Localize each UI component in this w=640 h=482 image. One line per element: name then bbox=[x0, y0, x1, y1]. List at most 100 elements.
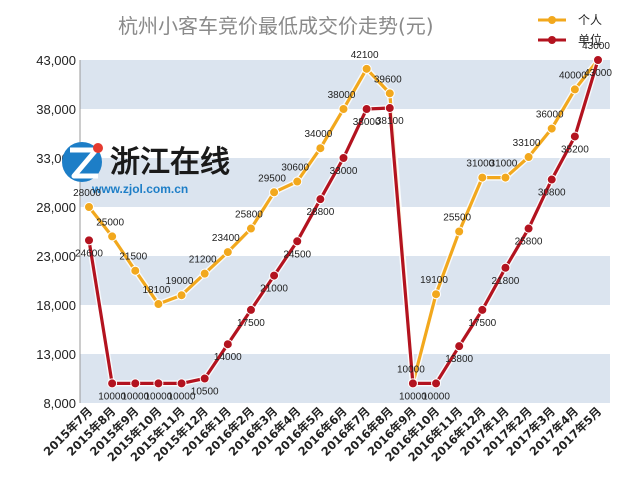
data-point bbox=[454, 226, 465, 237]
y-tick-label: 8,000 bbox=[43, 396, 76, 411]
data-label: 18100 bbox=[143, 285, 171, 296]
y-tick-label: 18,000 bbox=[36, 298, 76, 313]
data-label: 10000 bbox=[399, 391, 427, 402]
data-label: 42100 bbox=[351, 50, 379, 61]
grid-band bbox=[80, 256, 610, 305]
data-label: 21800 bbox=[492, 276, 520, 287]
data-point bbox=[384, 88, 395, 99]
data-point bbox=[338, 104, 349, 114]
data-point bbox=[222, 339, 233, 350]
data-point bbox=[384, 103, 395, 114]
data-point bbox=[176, 290, 187, 301]
data-point bbox=[477, 304, 488, 315]
data-point bbox=[546, 174, 557, 185]
data-label: 13800 bbox=[445, 354, 473, 365]
data-point bbox=[315, 194, 326, 205]
data-point bbox=[269, 187, 280, 198]
data-point bbox=[84, 202, 94, 212]
data-point bbox=[107, 378, 118, 389]
legend-unit-label: 单位 bbox=[578, 32, 602, 47]
data-label: 33100 bbox=[513, 138, 541, 149]
data-point bbox=[292, 236, 303, 247]
y-tick-label: 28,000 bbox=[36, 200, 76, 215]
data-point bbox=[315, 143, 326, 154]
data-label: 10500 bbox=[191, 387, 219, 398]
data-point bbox=[153, 299, 164, 310]
data-label: 24600 bbox=[75, 248, 103, 259]
y-tick-label: 38,000 bbox=[36, 102, 76, 117]
legend-unit-marker bbox=[548, 36, 556, 44]
data-label: 10000 bbox=[121, 391, 149, 402]
zjol-logo-text: 浙江在线 bbox=[110, 145, 230, 180]
chart-title: 杭州小客车竞价最低成交价走势(元) bbox=[118, 14, 434, 38]
data-label: 35200 bbox=[561, 144, 589, 155]
data-point bbox=[269, 270, 280, 281]
data-label: 40000 bbox=[559, 70, 587, 81]
data-point bbox=[176, 378, 187, 389]
legend: 个人 单位 bbox=[538, 13, 602, 47]
data-label: 25800 bbox=[515, 237, 543, 248]
data-label: 38000 bbox=[328, 90, 356, 101]
grid-bands bbox=[80, 60, 610, 403]
data-label: 28000 bbox=[73, 188, 101, 199]
data-label: 19100 bbox=[420, 275, 448, 286]
data-point bbox=[431, 378, 442, 389]
data-label: 21000 bbox=[260, 284, 288, 295]
y-tick-label: 23,000 bbox=[36, 249, 76, 264]
zjol-watermark: 浙江在线 www.zjol.com.cn bbox=[62, 142, 230, 196]
data-point bbox=[523, 223, 534, 234]
data-point bbox=[245, 223, 256, 234]
x-tick-labels: 2015年7月2015年8月2015年9月2015年10月2015年11月201… bbox=[41, 404, 604, 464]
data-point bbox=[292, 176, 303, 187]
data-label: 10000 bbox=[397, 364, 425, 375]
data-point bbox=[338, 153, 349, 163]
legend-personal-marker bbox=[548, 16, 556, 24]
data-label: 10000 bbox=[422, 391, 450, 402]
data-label: 21500 bbox=[119, 252, 147, 263]
data-point bbox=[199, 268, 210, 279]
data-point bbox=[523, 152, 534, 163]
data-label: 19000 bbox=[166, 276, 194, 287]
series-points bbox=[84, 55, 603, 389]
data-label: 29500 bbox=[258, 173, 286, 184]
data-label: 43000 bbox=[582, 41, 610, 52]
data-label: 31000 bbox=[466, 159, 494, 170]
data-label: 23400 bbox=[212, 233, 240, 244]
data-label: 17500 bbox=[237, 318, 265, 329]
data-point bbox=[361, 63, 372, 74]
data-point bbox=[569, 84, 580, 95]
data-point bbox=[454, 341, 465, 352]
data-point bbox=[130, 265, 141, 276]
data-point bbox=[546, 123, 557, 134]
data-label: 34000 bbox=[304, 129, 332, 140]
y-tick-label: 13,000 bbox=[36, 347, 76, 362]
data-label: 10000 bbox=[168, 391, 196, 402]
data-point bbox=[569, 131, 580, 142]
data-label: 25000 bbox=[96, 217, 124, 228]
data-label: 31000 bbox=[490, 159, 518, 170]
data-point bbox=[245, 304, 256, 315]
data-label: 33000 bbox=[330, 166, 358, 177]
data-label: 39600 bbox=[374, 74, 402, 85]
data-point bbox=[84, 235, 94, 246]
legend-personal-label: 个人 bbox=[578, 13, 602, 27]
data-point bbox=[500, 262, 511, 273]
data-point bbox=[107, 231, 118, 242]
data-point bbox=[593, 55, 603, 65]
y-tick-labels: 8,00013,00018,00023,00028,00033,00038,00… bbox=[36, 53, 76, 411]
data-label: 38000 bbox=[353, 117, 381, 128]
y-tick-label: 43,000 bbox=[36, 53, 76, 68]
data-label: 17500 bbox=[468, 318, 496, 329]
data-label: 43000 bbox=[584, 68, 612, 79]
data-point bbox=[130, 378, 141, 389]
data-label: 28800 bbox=[306, 207, 334, 218]
data-point bbox=[477, 172, 488, 183]
data-label: 30600 bbox=[281, 163, 309, 174]
data-label: 14000 bbox=[214, 352, 242, 363]
data-point bbox=[361, 104, 372, 114]
data-label: 30800 bbox=[538, 188, 566, 199]
data-label: 25800 bbox=[235, 210, 263, 221]
data-point bbox=[407, 378, 418, 389]
data-label: 10000 bbox=[145, 391, 173, 402]
